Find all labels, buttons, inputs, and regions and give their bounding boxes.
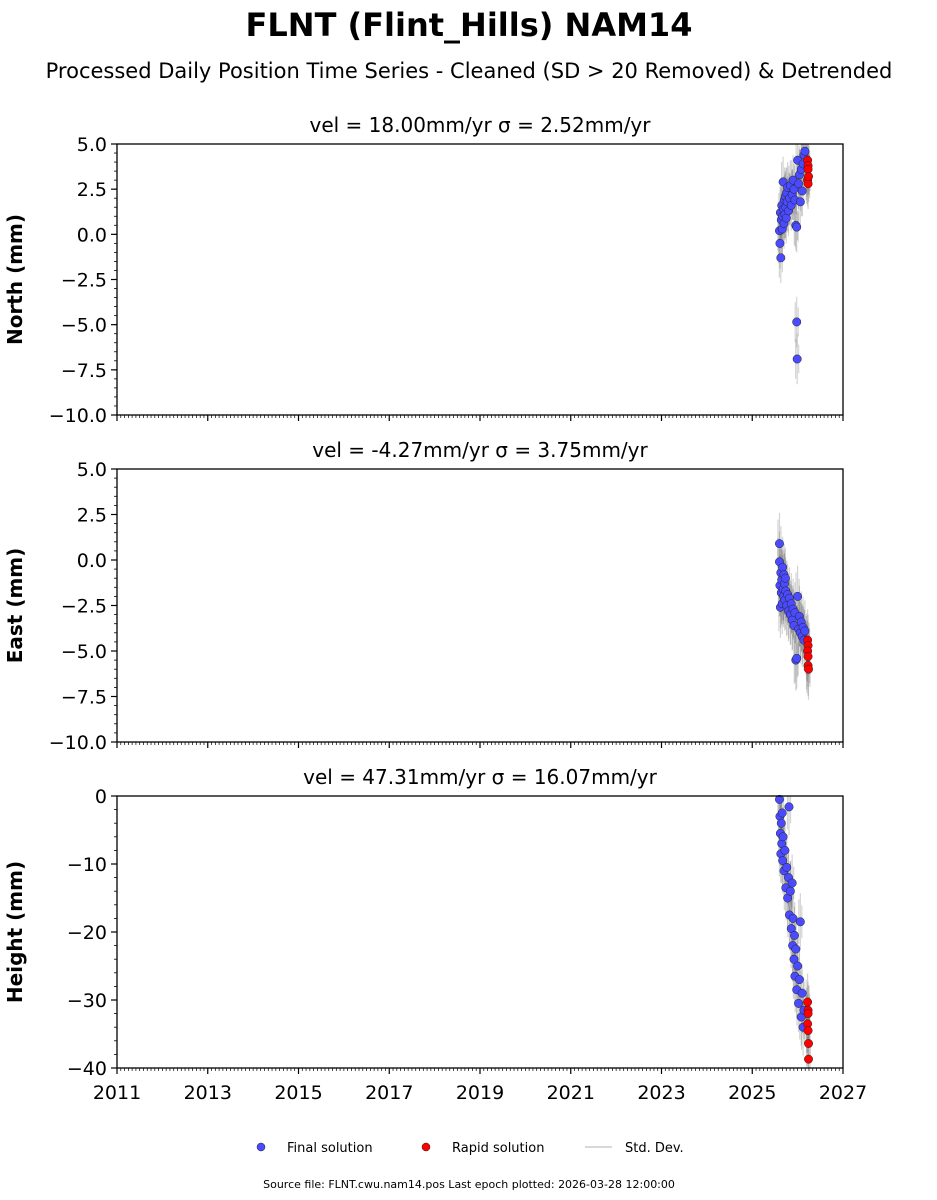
final-point <box>797 186 807 196</box>
final-point <box>800 146 810 156</box>
final-point <box>775 539 784 549</box>
final-point <box>795 917 805 927</box>
final-point <box>778 832 788 842</box>
rapid-solution-points <box>803 635 813 674</box>
figure-subtitle: Processed Daily Position Time Series - C… <box>46 59 893 83</box>
final-point <box>800 626 810 636</box>
y-tick-label: −7.5 <box>61 360 107 382</box>
final-point <box>792 354 802 364</box>
final-point <box>777 808 787 818</box>
plot-frame <box>116 795 844 1069</box>
final-point <box>794 998 803 1008</box>
y-tick-label: −2.5 <box>61 270 107 292</box>
x-tick-label: 2013 <box>184 1082 232 1104</box>
panel-title: vel = -4.27mm/yr σ = 3.75mm/yr <box>312 438 648 462</box>
legend: Final solution Rapid solution Std. Dev. <box>256 1141 684 1156</box>
y-axis-label: North (mm) <box>3 214 27 345</box>
final-point <box>776 253 786 263</box>
final-point <box>792 222 802 232</box>
final-point <box>791 944 801 954</box>
panel-north: vel = 18.00mm/yr σ = 2.52mm/yr North (mm)… <box>3 113 844 427</box>
legend-sd-label: Std. Dev. <box>625 1141 684 1156</box>
footer-source: Source file: FLNT.cwu.nam14.pos Last epo… <box>263 1178 675 1191</box>
rapid-solution-points <box>803 155 813 189</box>
final-point <box>795 197 805 207</box>
panel-height: vel = 47.31mm/yr σ = 16.07mm/yr Height (m… <box>3 765 867 1104</box>
y-tick-label: 0.0 <box>77 550 107 572</box>
y-tick-label: −2.5 <box>61 596 107 618</box>
y-tick-label: −5.0 <box>61 641 107 663</box>
final-point <box>787 878 797 888</box>
y-tick-label: −10.0 <box>49 732 107 754</box>
panel-east: vel = -4.27mm/yr σ = 3.75mm/yr East (mm) 5… <box>3 438 844 754</box>
x-tick-label: 2021 <box>547 1082 595 1104</box>
final-point <box>789 930 799 940</box>
y-tick-label: 0 <box>95 786 107 808</box>
y-tick-label: −10.0 <box>49 405 107 427</box>
rapid-solution-points <box>803 997 813 1064</box>
rapid-point <box>804 664 813 674</box>
rapid-point <box>803 1026 813 1036</box>
y-axis-label: Height (mm) <box>3 861 27 1003</box>
final-solution-points <box>775 146 810 364</box>
y-tick-label: 2.5 <box>77 179 107 201</box>
final-solution-points <box>775 794 809 1032</box>
final-point <box>794 179 803 189</box>
final-point <box>778 562 788 572</box>
final-point <box>792 653 802 663</box>
x-tick-label: 2023 <box>637 1082 685 1104</box>
final-point <box>792 317 802 327</box>
x-tick-label: 2019 <box>456 1082 504 1104</box>
panel-title: vel = 47.31mm/yr σ = 16.07mm/yr <box>303 765 657 789</box>
panels: vel = 18.00mm/yr σ = 2.52mm/yr North (mm)… <box>3 113 867 1104</box>
rapid-point <box>804 1039 813 1048</box>
rapid-point <box>804 1054 813 1064</box>
plot-frame <box>116 143 844 416</box>
rapid-point <box>803 652 813 661</box>
legend-rapid-marker <box>421 1142 431 1152</box>
final-point <box>784 802 794 812</box>
y-tick-label: 2.5 <box>77 505 107 527</box>
final-point <box>788 913 798 923</box>
final-point <box>780 573 790 583</box>
legend-rapid-label: Rapid solution <box>452 1141 544 1156</box>
x-tick-label: 2015 <box>274 1082 322 1104</box>
rapid-point <box>803 997 813 1007</box>
rapid-point <box>803 1009 813 1019</box>
final-point <box>789 954 799 964</box>
y-tick-label: −30 <box>67 990 107 1012</box>
y-tick-label: −10 <box>67 854 107 876</box>
final-point <box>775 238 785 248</box>
x-tick-label: 2011 <box>93 1082 141 1104</box>
panel-title: vel = 18.00mm/yr σ = 2.52mm/yr <box>310 113 652 137</box>
y-tick-label: −5.0 <box>61 315 107 337</box>
y-tick-label: −20 <box>67 922 107 944</box>
final-solution-points <box>775 539 810 665</box>
y-axis-label: East (mm) <box>3 548 27 664</box>
x-tick-label: 2025 <box>728 1082 776 1104</box>
rapid-point <box>804 172 813 181</box>
final-point <box>793 591 803 601</box>
final-point <box>793 961 803 971</box>
final-point <box>785 886 795 896</box>
x-tick-label: 2027 <box>819 1082 867 1104</box>
plot-frame <box>116 468 844 743</box>
y-tick-label: −7.5 <box>61 687 107 709</box>
figure-title: FLNT (Flint_Hills) NAM14 <box>246 6 693 44</box>
y-tick-label: 5.0 <box>77 459 107 481</box>
final-point <box>780 845 790 855</box>
final-point <box>782 862 792 872</box>
x-tick-label: 2017 <box>365 1082 413 1104</box>
y-tick-label: 5.0 <box>77 134 107 156</box>
legend-final-label: Final solution <box>287 1141 373 1156</box>
final-point <box>776 818 786 828</box>
y-tick-label: −40 <box>67 1058 107 1080</box>
final-point <box>794 975 804 985</box>
final-point <box>775 794 784 804</box>
legend-final-marker <box>256 1142 266 1152</box>
final-point <box>778 856 788 866</box>
final-point <box>797 988 807 998</box>
y-tick-label: 0.0 <box>77 224 107 246</box>
